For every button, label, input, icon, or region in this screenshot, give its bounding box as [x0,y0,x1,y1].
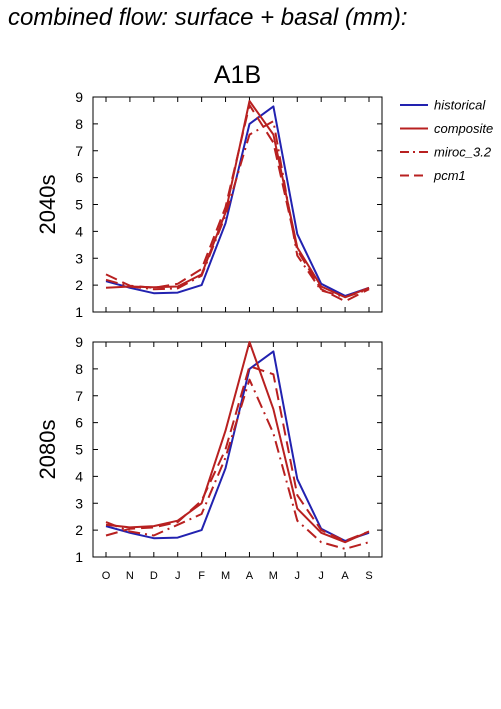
x-tick-label: S [365,570,372,582]
y-tick-label: 9 [75,334,83,350]
panel-2080s: 1 2 3 4 5 6 7 8 9 O N D J F M A M J J A S 2080s [35,334,383,582]
legend: historical composite miroc_3.2 pcm1 [400,98,493,183]
x-tick-label: M [269,570,278,582]
x-tick-label: D [150,570,158,582]
y-tick-label: 5 [75,197,83,213]
x-tick-label: F [198,570,205,582]
y-tick-label: 4 [75,468,83,484]
y-tick-label: 3 [75,495,83,511]
y-tick-label: 1 [75,304,83,320]
panel-2040s: 1 2 3 4 5 6 7 8 9 A1B 2040s [35,61,383,320]
page-title: combined flow: surface + basal (mm): [8,4,408,31]
legend-entry: pcm1 [433,168,466,183]
legend-entry: miroc_3.2 [434,145,492,160]
series-line-historical [105,105,370,297]
y-tick-label: 5 [75,442,83,458]
plot-frame [92,96,383,313]
series-line-historical [105,350,370,542]
x-tick-label: O [102,570,111,582]
y-tick-label: 6 [75,415,83,431]
y-tick-label: 2 [75,522,83,538]
x-tick-label: M [221,570,230,582]
legend-entry: historical [434,98,486,113]
y-tick-label: 9 [75,89,83,105]
y-tick-label: 8 [75,116,83,132]
y-tick-label: 1 [75,549,83,565]
x-tick-label: J [175,570,181,582]
y-axis-label: 2080s [35,420,60,480]
plot-frame [92,341,383,558]
series-line-miroc-3-2 [105,120,370,299]
y-tick-label: 3 [75,250,83,266]
y-tick-label: 4 [75,223,83,239]
series-line-pcm1 [105,104,370,303]
series-line-composite [105,341,370,544]
y-tick-label: 7 [75,143,83,159]
y-axis-label: 2040s [35,175,60,235]
chart-title: A1B [214,61,261,89]
y-tick-label: 8 [75,361,83,377]
x-tick-label: A [246,570,254,582]
x-tick-label: N [126,570,134,582]
x-tick-label: J [318,570,324,582]
legend-entry: composite [434,121,493,136]
y-tick-label: 6 [75,170,83,186]
x-tick-label: A [341,570,349,582]
y-tick-label: 7 [75,388,83,404]
x-tick-label: J [295,570,301,582]
y-tick-label: 2 [75,277,83,293]
series-line-composite [105,100,370,299]
series-line-pcm1 [105,365,370,542]
